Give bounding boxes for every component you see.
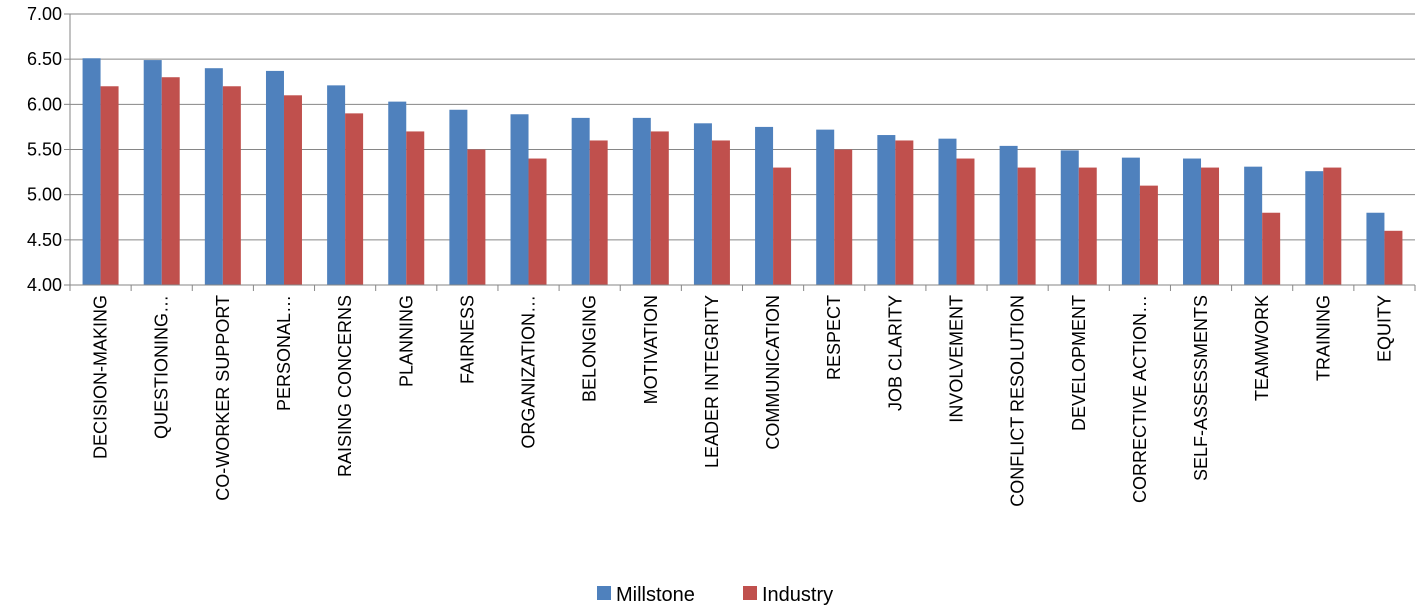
bar-industry-6: [467, 149, 486, 285]
y-tick-label: 4.50: [27, 230, 62, 250]
bar-industry-18: [1201, 167, 1220, 285]
x-tick-label: CORRECTIVE ACTION…: [1130, 295, 1150, 503]
x-tick-label: PERSONAL…: [274, 295, 294, 411]
bar-millstone-18: [1183, 158, 1202, 285]
bar-industry-20: [1323, 167, 1342, 285]
bar-industry-0: [100, 86, 119, 286]
legend: Millstone Industry: [597, 584, 833, 606]
bar-industry-17: [1139, 185, 1158, 285]
bar-millstone-17: [1121, 157, 1140, 285]
y-tick-label: 5.00: [27, 185, 62, 205]
legend-swatch-millstone: [597, 586, 611, 600]
bar-millstone-9: [632, 117, 651, 285]
bar-millstone-13: [877, 135, 896, 285]
bar-industry-4: [345, 113, 364, 285]
bar-millstone-21: [1366, 212, 1385, 285]
x-tick-label: SELF-ASSESSMENTS: [1191, 295, 1211, 481]
x-tick-label: DEVELOPMENT: [1069, 295, 1089, 431]
x-tick-label: MOTIVATION: [641, 295, 661, 404]
y-tick-label: 4.00: [27, 275, 62, 295]
bar-industry-2: [222, 86, 241, 286]
bar-millstone-0: [82, 58, 101, 285]
x-tick-label: TRAINING: [1313, 295, 1333, 381]
bar-industry-21: [1384, 230, 1403, 285]
bar-millstone-16: [1060, 150, 1079, 285]
legend-swatch-industry: [743, 586, 757, 600]
bar-industry-11: [773, 167, 792, 285]
bar-industry-19: [1262, 212, 1281, 285]
bar-industry-16: [1078, 167, 1097, 285]
bar-industry-1: [161, 77, 180, 285]
bar-industry-7: [528, 158, 547, 285]
x-tick-label: INVOLVEMENT: [946, 295, 966, 423]
x-tick-label: BELONGING: [580, 295, 600, 402]
x-tick-label: TEAMWORK: [1252, 295, 1272, 401]
bar-millstone-2: [204, 68, 223, 285]
x-tick-label: CO-WORKER SUPPORT: [213, 295, 233, 501]
y-tick-labels: 4.00 4.50 5.00 5.50 6.00 6.50 7.00: [27, 4, 62, 295]
bar-millstone-4: [327, 85, 346, 285]
x-tick-label: RESPECT: [824, 295, 844, 380]
bar-industry-10: [711, 140, 730, 285]
bar-millstone-8: [571, 117, 590, 285]
bar-industry-12: [834, 149, 853, 285]
x-tick-label: QUESTIONING…: [152, 295, 172, 439]
axes: [64, 13, 1416, 291]
bar-industry-15: [1017, 167, 1036, 285]
bar-millstone-20: [1305, 171, 1324, 285]
bar-millstone-14: [938, 138, 957, 285]
legend-label-millstone: Millstone: [616, 584, 695, 606]
bar-millstone-3: [265, 70, 284, 285]
x-tick-label: JOB CLARITY: [885, 295, 905, 411]
bar-industry-14: [956, 158, 975, 285]
bar-industry-3: [283, 95, 302, 285]
bar-millstone-19: [1244, 166, 1263, 285]
bars: [82, 58, 1403, 286]
bar-industry-9: [650, 131, 669, 285]
y-tick-label: 6.00: [27, 94, 62, 114]
bar-millstone-12: [816, 129, 835, 285]
x-tick-label: CONFLICT RESOLUTION: [1008, 295, 1028, 507]
x-tick-label: EQUITY: [1374, 295, 1394, 362]
bar-millstone-1: [143, 60, 162, 285]
bar-millstone-7: [510, 114, 529, 286]
bar-industry-5: [406, 131, 425, 285]
bar-millstone-6: [449, 109, 468, 286]
y-tick-label: 5.50: [27, 140, 62, 160]
x-tick-label: RAISING CONCERNS: [335, 295, 355, 477]
x-tick-label: FAIRNESS: [457, 295, 477, 384]
bar-millstone-15: [999, 145, 1018, 285]
bar-industry-13: [895, 140, 914, 285]
bar-millstone-11: [755, 126, 774, 286]
bar-millstone-5: [388, 101, 407, 285]
x-tick-label: COMMUNICATION: [763, 295, 783, 450]
x-tick-label: DECISION-MAKING: [91, 295, 111, 459]
bar-millstone-10: [693, 123, 712, 285]
x-tick-label: ORGANIZATION…: [519, 295, 539, 449]
x-tick-label: PLANNING: [396, 295, 416, 387]
legend-label-industry: Industry: [762, 584, 833, 606]
y-tick-label: 6.50: [27, 49, 62, 69]
x-tick-label: LEADER INTEGRITY: [702, 295, 722, 468]
y-tick-label: 7.00: [27, 4, 62, 24]
x-tick-labels: DECISION-MAKING QUESTIONING… CO-WORKER SUP…: [91, 295, 1395, 507]
bar-industry-8: [589, 140, 608, 285]
